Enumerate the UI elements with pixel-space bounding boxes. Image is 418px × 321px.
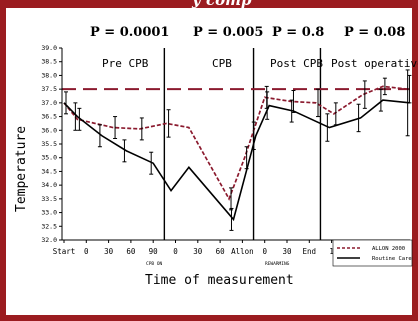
y-tick-label: 33.0 bbox=[41, 209, 57, 217]
y-tick-label: 38.0 bbox=[41, 71, 57, 79]
y-tick-label: 37.5 bbox=[41, 85, 57, 93]
header-text-fragment: y comp bbox=[192, 0, 252, 9]
x-tick-label: 0 bbox=[262, 247, 267, 256]
series-line-allon bbox=[63, 85, 408, 201]
y-axis-label: Temperature bbox=[14, 126, 29, 212]
x-sublabel-rewarming: REWARMING bbox=[265, 261, 290, 267]
x-tick-label: Allon bbox=[231, 247, 254, 256]
y-tick-label: 35.0 bbox=[41, 154, 57, 162]
y-tick-label: 39.0 bbox=[41, 44, 57, 52]
legend-box bbox=[332, 239, 413, 267]
y-tick-label: 34.0 bbox=[41, 181, 57, 189]
x-tick-label: 0 bbox=[173, 247, 178, 256]
x-tick-label: 1 bbox=[329, 247, 334, 256]
p-value-cpb: P = 0.005 bbox=[193, 25, 263, 40]
plot-area bbox=[62, 48, 412, 240]
phase-labels: Pre CPB CPB Post CPB Post operative bbox=[102, 57, 418, 70]
y-tick-label: 37.0 bbox=[41, 99, 57, 107]
x-tick-label: Start bbox=[53, 247, 76, 256]
y-tick-label: 32.0 bbox=[41, 236, 57, 244]
header-bar: y comp bbox=[6, 0, 418, 9]
legend: ALLON 2000 Routine Care bbox=[332, 239, 413, 267]
x-tick-label: 0 bbox=[84, 247, 89, 256]
x-axis-label: Time of measurement bbox=[145, 273, 294, 288]
phase-post-cpb: Post CPB bbox=[270, 57, 323, 70]
x-tick-label: End bbox=[303, 247, 317, 256]
p-value-labels: P = 0.0001 P = 0.005 P = 0.8 P = 0.08 bbox=[90, 25, 405, 40]
legend-label-routine: Routine Care bbox=[372, 256, 412, 262]
y-tick-label: 34.5 bbox=[41, 167, 57, 175]
y-axis: 32.0 32.5 33.0 33.5 34.0 34.5 35.0 35.5 36.0 36.5… bbox=[41, 44, 63, 244]
x-tick-label: 30 bbox=[193, 247, 203, 256]
phase-pre-cpb: Pre CPB bbox=[102, 57, 149, 70]
y-tick-label: 36.5 bbox=[41, 113, 57, 121]
y-tick-label: 38.5 bbox=[41, 58, 57, 66]
p-value-post-operative: P = 0.08 bbox=[344, 25, 405, 40]
y-tick-label: 35.5 bbox=[41, 140, 57, 148]
phase-post-operative: Post operative bbox=[331, 57, 418, 70]
y-tick-label: 32.5 bbox=[41, 222, 57, 230]
legend-label-allon: ALLON 2000 bbox=[372, 246, 405, 252]
phase-cpb: CPB bbox=[212, 57, 232, 70]
x-tick-label: 60 bbox=[126, 247, 136, 256]
y-tick-label: 33.5 bbox=[41, 195, 57, 203]
p-value-pre-cpb: P = 0.0001 bbox=[90, 25, 169, 40]
x-tick-label: 90 bbox=[149, 247, 159, 256]
series-line-routine bbox=[63, 99, 410, 222]
x-tick-label: 60 bbox=[216, 247, 226, 256]
x-tick-label: 30 bbox=[282, 247, 292, 256]
y-tick-label: 36.0 bbox=[41, 126, 57, 134]
x-tick-label: 30 bbox=[104, 247, 114, 256]
p-value-post-cpb: P = 0.8 bbox=[272, 25, 324, 40]
x-sublabel-cpb-on: CPB ON bbox=[146, 261, 163, 267]
